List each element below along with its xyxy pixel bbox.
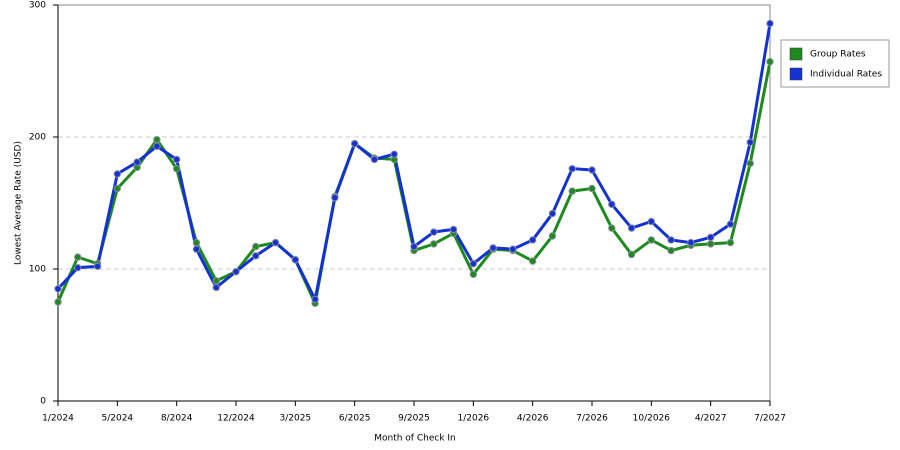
point: [212, 283, 220, 292]
point: [252, 242, 260, 251]
x-tick-label: 4/2027: [695, 414, 727, 424]
point: [153, 142, 161, 150]
plot-frame: [57, 4, 771, 402]
x-tick-label: 5/2024: [101, 414, 133, 424]
y-axis-title: Lowest Average Rate (USD): [14, 141, 24, 265]
point: [390, 150, 398, 158]
point: [489, 244, 497, 252]
point: [430, 240, 438, 248]
point: [568, 164, 576, 173]
legend-swatch: [789, 67, 803, 81]
point: [54, 285, 62, 293]
point: [410, 242, 418, 251]
x-tick-label: 10/2026: [633, 414, 671, 424]
point: [706, 233, 715, 242]
point: [153, 135, 161, 144]
point: [74, 263, 82, 272]
point: [608, 224, 616, 232]
point: [192, 238, 201, 247]
point: [726, 238, 735, 247]
point: [271, 238, 280, 247]
x-tick-label: 3/2025: [279, 414, 311, 424]
point: [766, 58, 774, 66]
x-tick-label: 8/2024: [161, 414, 193, 424]
y-tick-label: 0: [40, 397, 46, 407]
x-tick-label: 4/2026: [517, 414, 549, 424]
point: [350, 139, 359, 148]
point: [113, 170, 122, 178]
point: [370, 155, 379, 164]
point: [93, 262, 102, 271]
point: [726, 220, 735, 228]
point: [212, 277, 220, 285]
x-tick-label: 6/2025: [339, 414, 371, 424]
point: [627, 250, 636, 259]
point: [766, 19, 774, 28]
point: [647, 236, 656, 244]
y-tick-label: 200: [29, 133, 46, 143]
point: [469, 270, 478, 278]
point: [172, 155, 181, 164]
point: [172, 164, 181, 173]
point: [74, 253, 82, 261]
point: [528, 257, 537, 265]
point: [113, 184, 122, 193]
y-tick-label: 300: [29, 1, 46, 11]
point: [192, 245, 201, 253]
point: [647, 217, 656, 226]
point: [588, 184, 596, 193]
legend-swatch: [789, 47, 803, 61]
x-tick-label: 7/2026: [576, 414, 608, 424]
series-line: [56, 23, 772, 301]
point: [588, 166, 596, 174]
point: [449, 225, 458, 234]
series-line: [56, 61, 772, 305]
point: [627, 224, 636, 232]
point: [469, 260, 478, 268]
point: [311, 295, 319, 304]
x-tick-label: 7/2027: [754, 414, 786, 424]
x-tick-label: 12/2024: [217, 414, 255, 424]
x-axis-title: Month of Check In: [374, 434, 456, 444]
point: [252, 252, 260, 260]
point: [232, 267, 240, 276]
point: [54, 298, 62, 306]
legend-label: Individual Rates: [810, 70, 882, 80]
point: [548, 209, 557, 218]
x-tick-label: 1/2026: [457, 414, 489, 424]
point: [291, 256, 300, 264]
point: [706, 240, 715, 248]
point: [133, 158, 141, 166]
point: [331, 194, 339, 202]
point: [528, 236, 537, 244]
point: [608, 200, 616, 209]
y-tick-label: 100: [29, 265, 46, 275]
legend-label: Group Rates: [810, 50, 866, 60]
x-tick-label: 1/2024: [42, 414, 74, 424]
point: [548, 232, 557, 240]
point: [667, 236, 675, 244]
point: [687, 238, 695, 247]
x-tick-label: 9/2025: [398, 414, 430, 424]
point: [509, 245, 517, 253]
point: [568, 187, 576, 195]
point: [746, 138, 754, 146]
point: [667, 246, 675, 255]
point: [430, 228, 438, 236]
point: [746, 159, 754, 168]
